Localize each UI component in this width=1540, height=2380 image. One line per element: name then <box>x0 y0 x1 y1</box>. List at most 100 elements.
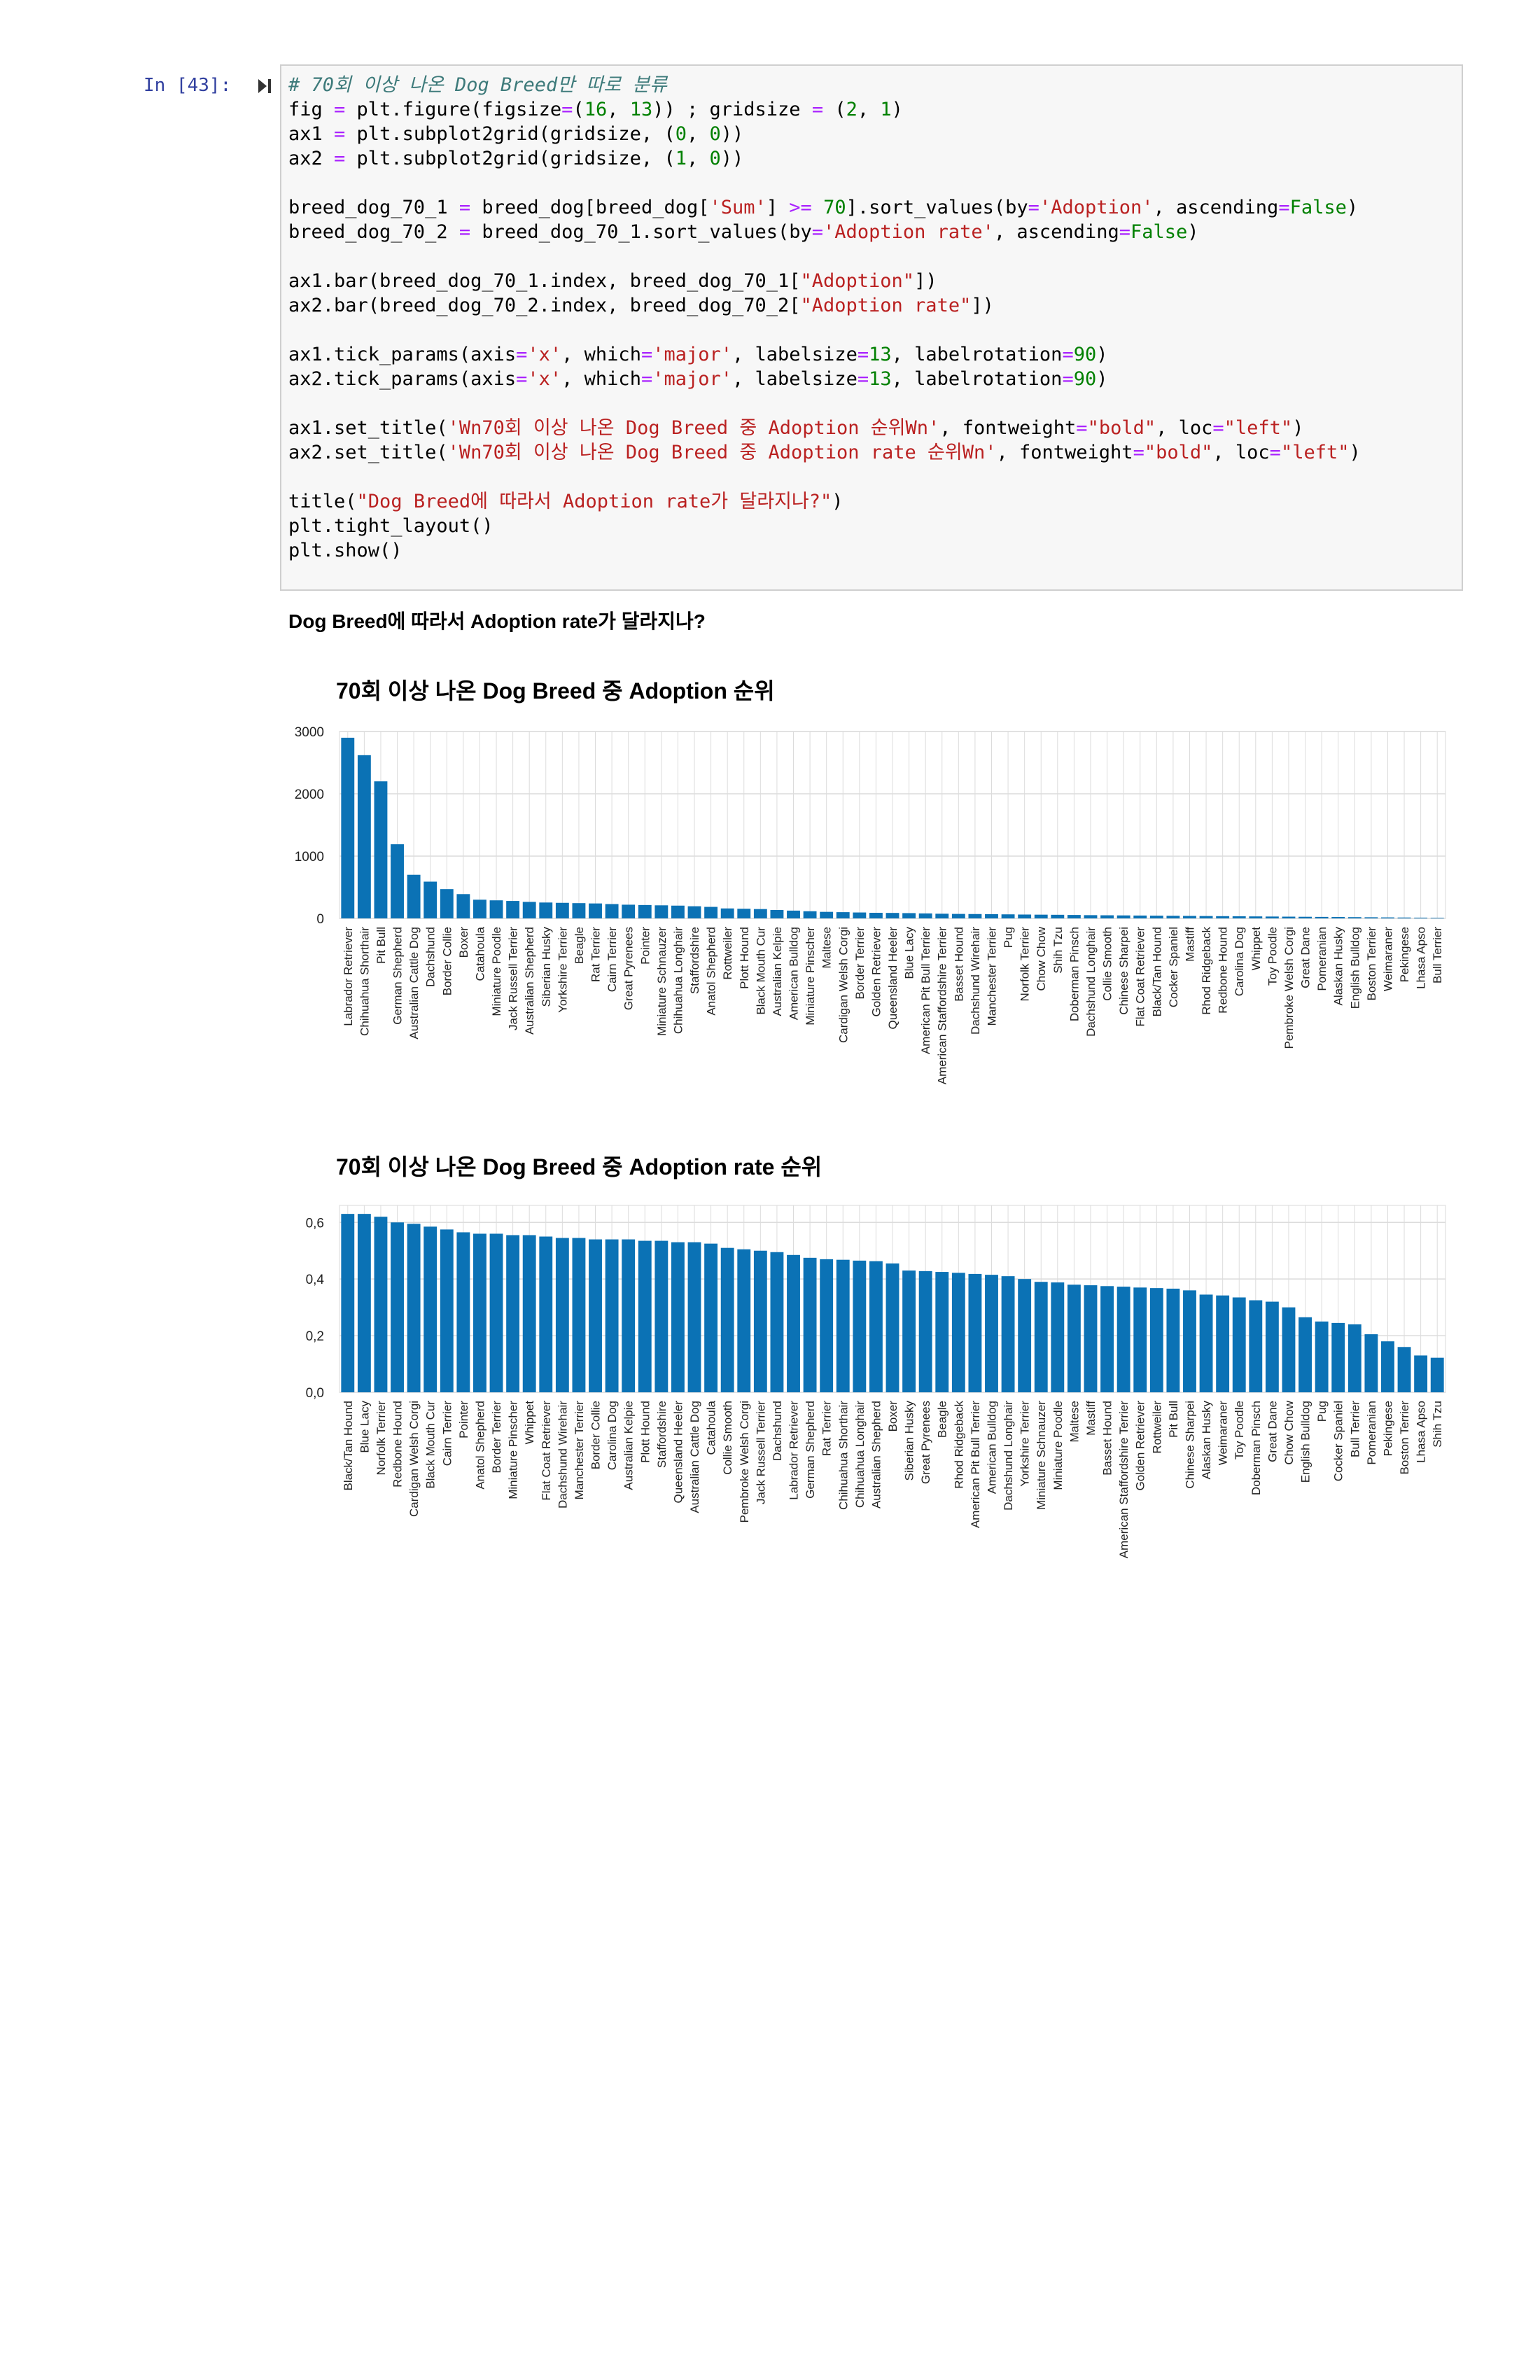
bar <box>1084 1285 1098 1392</box>
bar <box>539 902 553 918</box>
bar <box>391 1222 404 1392</box>
bar <box>407 874 421 918</box>
x-tick-label: Pekingese <box>1381 1401 1394 1456</box>
bar <box>539 1236 553 1392</box>
x-tick-label: Chihuahua Longhair <box>671 927 685 1034</box>
x-tick-label: Black Mouth Cur <box>424 1401 438 1489</box>
code-token: 'Wn70회 이상 나온 Dog Breed 중 Adoption 순위Wn' <box>447 417 940 439</box>
code-token: "bold" <box>1087 417 1156 439</box>
code-token: 90 <box>1073 368 1097 390</box>
x-tick-label: English Bulldog <box>1348 927 1362 1009</box>
code-cell[interactable] <box>280 64 1463 591</box>
bar <box>1282 916 1296 918</box>
code-token: False <box>1289 197 1347 218</box>
x-tick-label: German Shepherd <box>391 927 405 1025</box>
x-tick-label: American Pit Bull Terrier <box>919 927 932 1054</box>
bar <box>638 1240 652 1392</box>
run-cell-icon[interactable] <box>256 78 273 94</box>
code-token: ) <box>1292 417 1304 439</box>
code-token: "Adoption" <box>800 270 915 292</box>
code-token: = <box>334 99 346 120</box>
code-token: , which <box>561 368 641 390</box>
bar <box>1166 1288 1180 1392</box>
x-tick-label: Miniature Poodle <box>490 927 503 1016</box>
bar <box>836 1259 850 1392</box>
x-tick-label: Flat Coat Retriever <box>540 1401 553 1501</box>
code-line: fig = plt.figure(figsize=(16, 13)) ; gri… <box>288 97 1361 122</box>
x-tick-label: Chihuahua Longhair <box>853 1401 867 1508</box>
bar <box>1018 914 1032 918</box>
bar <box>687 906 701 918</box>
x-tick-label: Dachshund Longhair <box>1002 1401 1015 1511</box>
figure-title: Dog Breed에 따라서 Adoption rate가 달라지나? <box>288 610 706 632</box>
code-token: = <box>334 123 346 145</box>
x-tick-label: Carolina Dog <box>1233 927 1246 996</box>
code-token: breed_dog_70_1 <box>288 197 459 218</box>
x-tick-label: Golden Retriever <box>869 927 883 1017</box>
y-tick-label: 2000 <box>295 788 324 802</box>
bar <box>787 1254 800 1392</box>
bar <box>753 909 767 918</box>
bar <box>374 781 388 918</box>
x-tick-label: Weimaraner <box>1381 927 1394 992</box>
code-token: , ascending <box>993 221 1119 243</box>
x-tick-label: Jack Russell Terrier <box>507 927 520 1030</box>
bar <box>589 903 602 918</box>
code-token: = <box>1133 442 1144 463</box>
code-token: = <box>1028 197 1040 218</box>
x-tick-label: Mastiff <box>1084 1401 1098 1436</box>
code-token: , <box>857 99 881 120</box>
code-line: ax2.set_title('Wn70회 이상 나온 Dog Breed 중 A… <box>288 440 1361 465</box>
code-token: ].sort_values(by <box>846 197 1028 218</box>
code-token: = <box>640 344 653 365</box>
x-tick-label: Great Pyrenees <box>622 927 636 1010</box>
chart-2-title: 70회 이상 나온 Dog Breed 중 Adoption rate 순위 <box>336 1154 822 1180</box>
bar <box>391 844 404 918</box>
x-tick-label: Staffordshire <box>688 927 701 994</box>
bar <box>654 905 668 918</box>
code-token: , which <box>561 344 641 365</box>
x-tick-label: Black/Tan Hound <box>1150 927 1163 1017</box>
bar <box>704 1243 718 1392</box>
code-line: breed_dog_70_1 = breed_dog[breed_dog['Su… <box>288 195 1361 220</box>
bar <box>1199 916 1213 918</box>
x-tick-label: Miniature Schnauzer <box>1035 1401 1048 1510</box>
bar <box>820 1259 834 1392</box>
code-token: ) <box>1349 442 1361 463</box>
code-token: breed_dog[breed_dog[ <box>470 197 710 218</box>
x-tick-label: Bull Terrier <box>1431 927 1444 983</box>
code-token: 1 <box>880 99 892 120</box>
bar <box>1084 915 1098 918</box>
code-line: ax1.tick_params(axis='x', which='major',… <box>288 342 1361 367</box>
code-token: , fontweight <box>996 442 1133 463</box>
x-tick-label: Plott Hound <box>738 927 751 989</box>
x-tick-label: Yorkshire Terrier <box>556 927 569 1013</box>
bar <box>869 1261 883 1392</box>
x-tick-label: Anatol Shepherd <box>705 927 718 1016</box>
code-token: >= <box>789 197 812 218</box>
code-token <box>812 197 823 218</box>
bar <box>1051 914 1065 918</box>
code-editor[interactable]: # 70회 이상 나온 Dog Breed만 따로 분류 fig = plt.fi… <box>288 73 1361 563</box>
code-token: = <box>458 197 471 218</box>
code-token: 0 <box>675 123 687 145</box>
adoption-rate-chart: 0,0 0,2 0,4 0,6 Black/Tan Hound Blue Lacy Norf… <box>306 1205 1446 1558</box>
x-tick-label: Cocker Spaniel <box>1167 927 1180 1007</box>
x-tick-label: Manchester Terrier <box>985 927 998 1026</box>
code-token: 'Adoption' <box>1039 197 1154 218</box>
bar <box>1216 1295 1230 1392</box>
code-token: 'x' <box>527 344 562 365</box>
code-token: 0 <box>709 148 721 169</box>
bar <box>671 1242 685 1392</box>
bar <box>489 900 503 918</box>
x-tick-label: Chinese Sharpei <box>1117 927 1130 1015</box>
x-tick-label: Manchester Terrier <box>573 1401 586 1500</box>
x-tick-label: Queensland Heeler <box>671 1401 685 1504</box>
bar <box>985 1275 998 1392</box>
x-tick-label: Chow Chow <box>1282 1400 1296 1464</box>
bar <box>671 905 685 918</box>
x-tick-label: American Staffordshire Terrier <box>936 927 949 1085</box>
code-token: plt.subplot2grid(gridsize, ( <box>345 148 676 169</box>
x-tick-label: Maltese <box>820 927 834 969</box>
bar <box>1430 1357 1444 1392</box>
